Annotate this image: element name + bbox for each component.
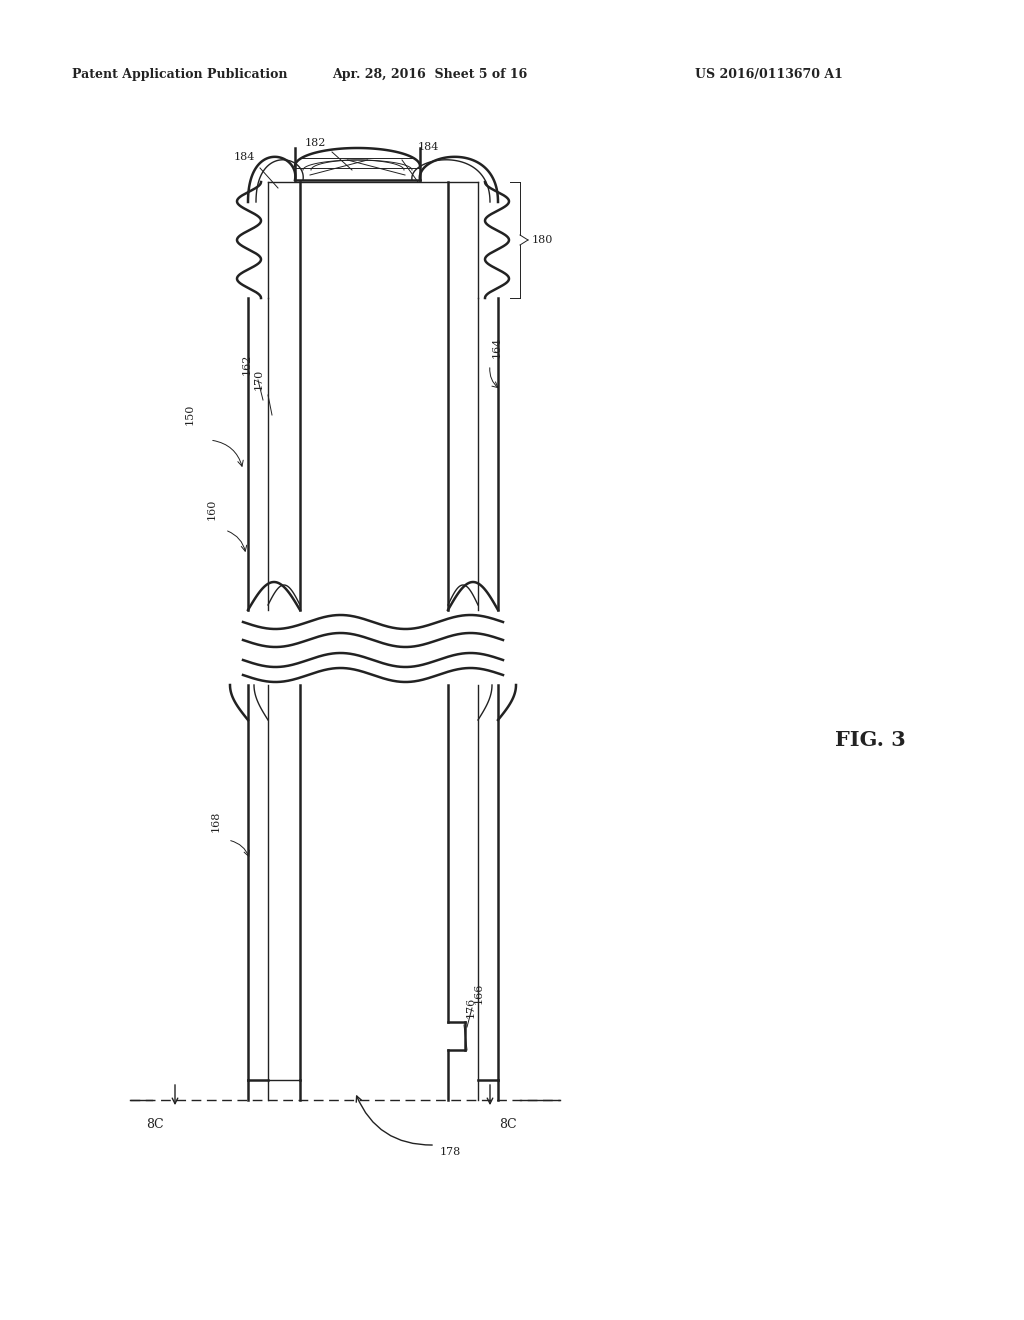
Text: Patent Application Publication: Patent Application Publication bbox=[72, 69, 288, 81]
Text: 184: 184 bbox=[233, 152, 255, 162]
Text: 8C: 8C bbox=[146, 1118, 164, 1131]
Text: US 2016/0113670 A1: US 2016/0113670 A1 bbox=[695, 69, 843, 81]
Text: 8C: 8C bbox=[499, 1118, 517, 1131]
Text: 178: 178 bbox=[440, 1147, 461, 1158]
Text: 166: 166 bbox=[474, 982, 484, 1005]
Text: 160: 160 bbox=[207, 499, 217, 520]
Text: Apr. 28, 2016  Sheet 5 of 16: Apr. 28, 2016 Sheet 5 of 16 bbox=[333, 69, 527, 81]
Text: 184: 184 bbox=[418, 143, 439, 152]
Text: 162: 162 bbox=[242, 354, 252, 375]
Text: 150: 150 bbox=[185, 404, 195, 425]
Text: 176: 176 bbox=[466, 997, 476, 1018]
Text: FIG. 3: FIG. 3 bbox=[835, 730, 906, 750]
Text: 164: 164 bbox=[492, 337, 502, 358]
Text: 168: 168 bbox=[211, 810, 221, 832]
Text: 170: 170 bbox=[254, 368, 264, 389]
Text: 180: 180 bbox=[532, 235, 553, 246]
Text: 182: 182 bbox=[304, 139, 326, 148]
